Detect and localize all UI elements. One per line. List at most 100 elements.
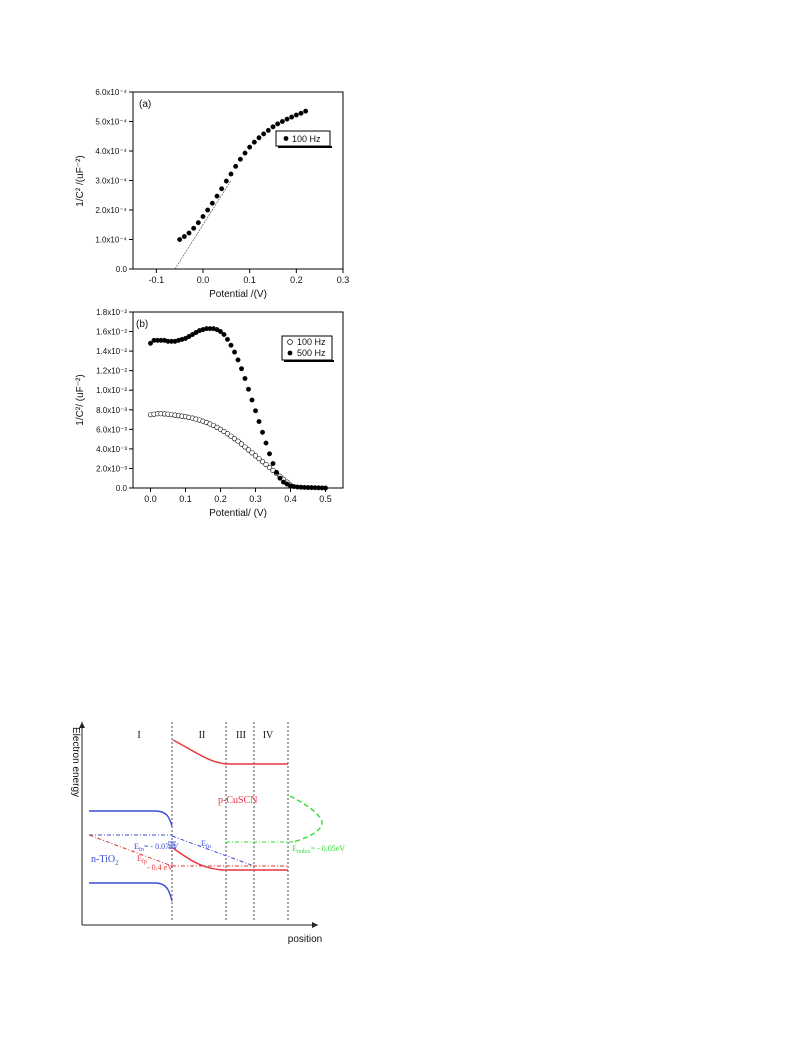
- x-tick-label-b: 0.4: [284, 494, 297, 504]
- fit-line-a: [174, 180, 232, 270]
- data-point-b-100hz: [235, 438, 241, 444]
- region-label-2: II: [199, 730, 206, 741]
- x-tick-label-a: 0.2: [290, 275, 303, 285]
- chart-panel-a: (a) 100 Hz Potential /(V) 1/C² /(uF⁻²) -…: [75, 88, 349, 300]
- cuscn-lower-band: [172, 847, 288, 871]
- data-point-a-100hz: [293, 112, 299, 118]
- data-point-a-100hz: [228, 171, 234, 177]
- legend-label-b-100hz: 100 Hz: [297, 337, 326, 347]
- data-point-a-100hz: [289, 114, 295, 120]
- data-point-a-100hz: [261, 131, 267, 137]
- x-tick-label-b: 0.3: [249, 494, 262, 504]
- data-point-b-500hz: [246, 386, 251, 392]
- data-point-b-500hz: [242, 376, 248, 381]
- data-point-a-100hz: [279, 119, 285, 124]
- y-tick-label-b: 4.0x10⁻³: [96, 445, 127, 454]
- legend-marker-a-100hz: [283, 136, 289, 141]
- region-label-1: I: [137, 730, 140, 741]
- x-tick-label-b: 0.0: [144, 494, 157, 504]
- x-tick-label-b: 0.1: [179, 494, 192, 504]
- y-tick-label-b: 1.0x10⁻²: [96, 386, 127, 395]
- data-point-a-100hz: [284, 116, 290, 122]
- legend-label-b-500hz: 500 Hz: [297, 348, 326, 358]
- data-point-a-100hz: [270, 124, 276, 130]
- efn-cuscn-label: Efn: [201, 839, 211, 850]
- data-point-a-100hz: [186, 230, 192, 236]
- x-tick-label-a: 0.0: [197, 275, 210, 285]
- data-point-b-100hz: [259, 459, 266, 465]
- data-point-a-100hz: [214, 193, 220, 199]
- y-tick-label-b: 1.6x10⁻²: [96, 328, 127, 337]
- x-tick-label-a: -0.1: [149, 275, 165, 285]
- legend-a: 100 Hz: [275, 130, 332, 148]
- data-point-b-500hz: [263, 440, 269, 446]
- p-cuscn-label: p-CuSCN: [218, 795, 257, 806]
- data-point-a-100hz: [247, 144, 253, 150]
- data-point-b-500hz: [232, 349, 237, 355]
- y-tick-label-a: 6.0x10⁻⁴: [95, 88, 127, 97]
- data-point-b-500hz: [235, 357, 241, 363]
- x-tick-label-a: 0.1: [243, 275, 256, 285]
- data-point-b-500hz: [274, 469, 279, 475]
- region-label-4: IV: [263, 730, 274, 741]
- data-point-b-100hz: [256, 456, 262, 462]
- data-point-a-100hz: [177, 237, 183, 242]
- data-point-b-500hz: [260, 429, 265, 435]
- y-tick-label-b: 2.0x10⁻³: [96, 464, 127, 473]
- y-axis-label-b: 1/C²/ (uF⁻²): [75, 374, 86, 425]
- data-point-a-100hz: [181, 234, 187, 239]
- data-point-b-100hz: [252, 453, 259, 459]
- data-point-b-500hz: [253, 408, 258, 414]
- efp-value-label: - 0.4 eV: [147, 863, 173, 872]
- data-point-b-100hz: [245, 447, 252, 453]
- data-point-b-500hz: [225, 336, 230, 342]
- efn-label: Efn= - 0.07eV: [134, 842, 179, 853]
- tio2-valence-band: [89, 882, 173, 902]
- data-point-a-100hz: [200, 214, 206, 219]
- data-point-b-500hz: [148, 340, 153, 346]
- x-axis-label-a: Potential /(V): [209, 289, 267, 300]
- efn-cuscn-slope: [171, 835, 255, 867]
- y-axis-label-a: 1/C² /(uF⁻²): [75, 155, 86, 206]
- y-tick-label-b: 6.0x10⁻³: [96, 425, 127, 434]
- data-point-a-100hz: [242, 150, 248, 156]
- y-tick-label-a: 4.0x10⁻⁴: [95, 147, 127, 156]
- y-tick-label-a: 5.0x10⁻⁴: [95, 118, 127, 127]
- data-point-a-100hz: [237, 156, 243, 162]
- data-point-a-100hz: [298, 110, 304, 116]
- cuscn-upper-band: [172, 739, 288, 765]
- n-tio2-label: n-TiO2: [91, 854, 119, 867]
- y-tick-label-a: 1.0x10⁻⁴: [95, 236, 127, 245]
- legend-marker-b-500hz: [287, 350, 293, 356]
- redox-distribution-curve: [289, 795, 323, 843]
- data-point-b-100hz: [228, 433, 234, 439]
- data-point-a-100hz: [275, 121, 281, 127]
- data-point-b-500hz: [228, 342, 234, 348]
- data-point-a-100hz: [191, 225, 197, 231]
- plot-frame-a: [132, 91, 344, 270]
- data-point-a-100hz: [303, 108, 309, 114]
- y-tick-label-b: 1.8x10⁻²: [96, 308, 127, 317]
- y-tick-label-b: 1.4x10⁻²: [96, 347, 127, 356]
- data-point-b-500hz: [270, 461, 276, 467]
- x-tick-label-b: 0.5: [319, 494, 332, 504]
- chart-panel-b: (b) 100 Hz 500 Hz Potential/ (V) 1/C²/ (…: [75, 308, 344, 519]
- data-point-b-500hz: [221, 332, 227, 337]
- data-point-b-100hz: [224, 431, 231, 437]
- data-point-b-500hz: [267, 451, 272, 457]
- y-tick-label-a: 0.0: [116, 265, 128, 274]
- y-tick-label-b: 0.0: [116, 484, 128, 493]
- diagram-x-axis-label: position: [288, 934, 322, 945]
- data-point-a-100hz: [205, 207, 211, 213]
- y-tick-label-b: 1.2x10⁻²: [96, 367, 127, 376]
- data-point-b-500hz: [239, 366, 244, 372]
- y-tick-label-b: 8.0x10⁻³: [96, 406, 127, 415]
- interface-mark: [168, 841, 176, 849]
- x-tick-label-a: 0.3: [337, 275, 350, 285]
- data-point-b-500hz: [277, 475, 283, 481]
- legend-b: 100 Hz 500 Hz: [281, 335, 334, 362]
- data-point-a-100hz: [219, 186, 225, 192]
- data-point-a-100hz: [223, 178, 229, 184]
- diagram-y-axis-label: Electron energy: [70, 727, 81, 797]
- y-tick-label-a: 2.0x10⁻⁴: [95, 206, 127, 215]
